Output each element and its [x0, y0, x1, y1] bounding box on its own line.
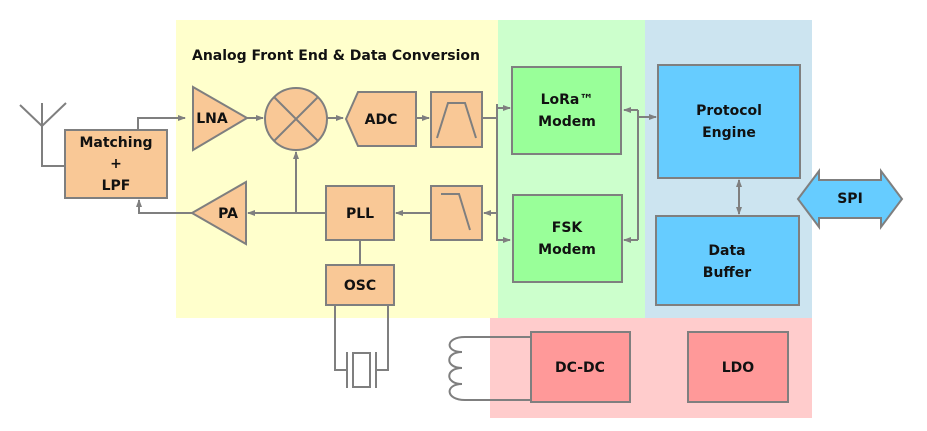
- fsk-modem-block: FSK Modem: [512, 194, 623, 283]
- svg-text:PLL: PLL: [346, 206, 374, 222]
- spi-interface-arrow: SPI: [796, 168, 904, 230]
- svg-text:Modem: Modem: [538, 114, 596, 130]
- svg-text:Data: Data: [708, 243, 745, 259]
- svg-text:Modem: Modem: [538, 242, 596, 258]
- inductor-icon: [448, 336, 531, 401]
- ldo-block: LDO: [687, 331, 789, 403]
- svg-text:Buffer: Buffer: [703, 265, 751, 281]
- crystal-icon: [334, 305, 389, 388]
- lora-modem-block: LoRa™ Modem: [511, 66, 622, 155]
- svg-text:PA: PA: [218, 206, 238, 222]
- svg-text:LDO: LDO: [722, 360, 755, 376]
- svg-text:OSC: OSC: [344, 278, 376, 294]
- mixer-icon: [264, 87, 328, 151]
- bandpass-filter-block: [430, 91, 483, 148]
- analog-region-title: Analog Front End & Data Conversion: [192, 48, 480, 64]
- data-buffer-block: Data Buffer: [655, 215, 800, 306]
- svg-text:ADC: ADC: [365, 112, 398, 128]
- pll-block: PLL: [325, 185, 395, 241]
- svg-text:+: +: [110, 156, 122, 172]
- adc-block: ADC: [344, 91, 417, 147]
- antenna-icon: [19, 102, 67, 167]
- svg-text:LNA: LNA: [196, 111, 228, 127]
- svg-text:DC-DC: DC-DC: [555, 360, 605, 376]
- svg-text:SPI: SPI: [837, 191, 863, 207]
- matching-lpf-block: Matching + LPF: [64, 129, 168, 199]
- svg-text:LoRa™: LoRa™: [541, 92, 594, 108]
- lna-block: LNA: [192, 85, 249, 152]
- svg-text:LPF: LPF: [102, 178, 131, 194]
- svg-text:FSK: FSK: [552, 220, 584, 236]
- svg-text:Engine: Engine: [702, 125, 756, 141]
- osc-block: OSC: [325, 264, 395, 306]
- svg-text:Protocol: Protocol: [696, 103, 762, 119]
- dcdc-block: DC-DC: [530, 331, 631, 403]
- protocol-engine-block: Protocol Engine: [657, 64, 801, 179]
- svg-text:Matching: Matching: [79, 135, 152, 151]
- lowpass-filter-block: [430, 185, 483, 241]
- pa-block: PA: [189, 180, 247, 246]
